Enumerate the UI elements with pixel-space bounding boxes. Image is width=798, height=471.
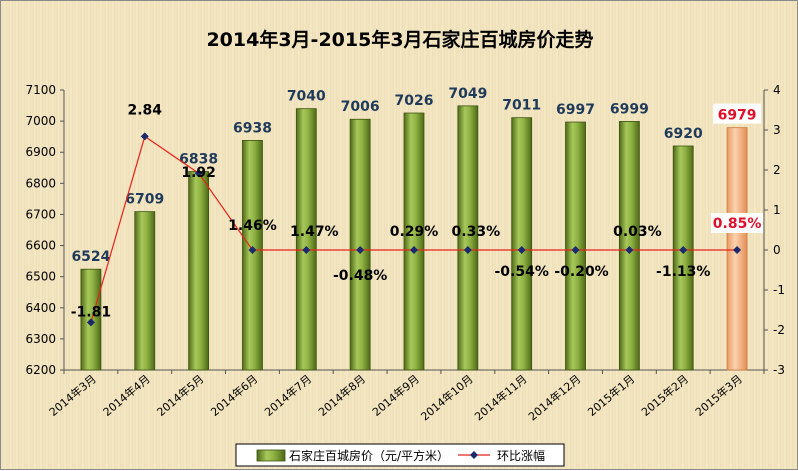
growth-point — [463, 246, 472, 254]
growth-point — [302, 246, 311, 254]
x-tick-label: 2015年3月 — [692, 372, 745, 419]
y-tick-label: 7100 — [25, 83, 56, 97]
bar-label-highlight-box — [713, 103, 762, 124]
y2-tick-label: 2 — [773, 163, 781, 177]
y-tick-label: 6200 — [25, 363, 56, 377]
y2-tick-label: -1 — [773, 283, 785, 297]
legend-line-marker — [470, 451, 478, 459]
growth-label-highlight-box — [711, 213, 764, 233]
x-tick-label: 2014年6月 — [208, 372, 261, 419]
bar — [349, 118, 371, 371]
bar-value-label: 7006 — [341, 99, 380, 115]
x-tick-label: 2014年8月 — [315, 372, 368, 419]
growth-value-label: 0.03% — [613, 224, 662, 240]
x-tick-label: 2015年1月 — [585, 372, 638, 419]
bar — [672, 145, 694, 371]
legend-line-label: 环比涨幅 — [497, 448, 545, 463]
bar-value-label: 6524 — [71, 249, 110, 265]
bar-value-label: 7011 — [502, 98, 541, 114]
y2-tick-label: 4 — [773, 83, 781, 97]
y-tick-label: 6900 — [25, 145, 56, 159]
bar-value-label: 6938 — [233, 120, 272, 136]
chart-title: 2014年3月-2015年3月石家庄百城房价走势 — [206, 28, 593, 51]
bar — [242, 139, 263, 371]
growth-point — [140, 132, 149, 141]
bar-value-label: 6920 — [664, 126, 703, 142]
x-tick-label: 2015年2月 — [638, 372, 691, 419]
growth-value-label: 0.85% — [713, 216, 762, 232]
y-tick-label: 6300 — [25, 332, 56, 346]
bar-labels: 6524 6709 6838 6938 7040 7006 7026 7049 7011 6997… — [71, 86, 762, 265]
growth-value-label: -1.13% — [656, 264, 710, 280]
bar-value-label: 6838 — [179, 152, 218, 168]
legend: 石家庄百城房价（元/平方米） 环比涨幅 — [235, 443, 565, 467]
growth-value-label: -0.20% — [554, 264, 608, 280]
growth-value-label: 0.29% — [390, 224, 439, 240]
growth-point — [679, 246, 688, 254]
y-tick-label: 6700 — [25, 207, 56, 221]
x-tick-label: 2014年11月 — [472, 372, 530, 424]
y-tick-label: 6400 — [25, 301, 56, 315]
growth-point — [733, 246, 742, 254]
y2-tick-label: 1 — [773, 203, 781, 217]
bar — [134, 211, 156, 371]
bar — [511, 117, 533, 371]
x-tick-label: 2014年7月 — [262, 372, 315, 419]
x-tick-label: 2014年12月 — [525, 372, 583, 424]
y2-tick-label: -2 — [773, 323, 785, 337]
growth-value-label: 2.84 — [127, 102, 162, 118]
growth-labels: -1.81 2.84 1.92 1.46% 1.47% -0.48% 0.29% 0.33% -… — [71, 102, 764, 320]
growth-value-label: -0.48% — [333, 268, 387, 284]
growth-point — [86, 318, 95, 327]
legend-box — [235, 443, 565, 467]
bar-value-label: 6997 — [556, 102, 595, 118]
y-tick-label: 7000 — [25, 114, 56, 128]
y2-tick-label: 3 — [773, 123, 781, 137]
growth-point — [410, 246, 418, 254]
bar-value-label: 7049 — [448, 86, 487, 102]
x-tick-label: 2014年10月 — [418, 372, 476, 424]
bar-value-label: 6709 — [125, 192, 164, 208]
x-tick-label: 2014年4月 — [100, 372, 153, 419]
growth-point — [248, 246, 257, 254]
bar — [457, 105, 479, 371]
growth-point — [517, 246, 526, 254]
growth-value-label: 1.92 — [181, 165, 216, 181]
growth-value-label: 1.47% — [290, 224, 339, 240]
bars — [80, 105, 748, 371]
bar — [618, 121, 640, 371]
bar — [188, 171, 210, 371]
bar — [403, 112, 425, 371]
bar-value-label: 6999 — [610, 101, 649, 117]
growth-line — [86, 132, 742, 327]
growth-value-label: -0.54% — [494, 264, 548, 280]
legend-bar-swatch — [256, 449, 286, 462]
growth-value-label: 1.46% — [228, 218, 277, 234]
y-tick-label: 6600 — [25, 239, 56, 253]
bar — [295, 108, 317, 371]
x-tick-label: 2014年5月 — [154, 372, 207, 419]
y-tick-label: 6800 — [25, 176, 56, 190]
growth-point — [194, 169, 203, 178]
y2-tick-label: 0 — [773, 243, 781, 257]
bar-value-label: 7026 — [395, 93, 434, 109]
growth-value-label: -1.81 — [71, 304, 111, 320]
growth-point — [571, 246, 580, 254]
legend-bar-label: 石家庄百城房价（元/平方米） — [289, 448, 449, 463]
x-tick-labels: 2014年3月 2014年4月 2014年5月 2014年6月 2014年7月 2014年… — [46, 372, 745, 424]
y-tick-label: 6500 — [25, 270, 56, 284]
growth-value-label: 0.33% — [452, 224, 501, 240]
axes: 6200 6300 6400 6500 6600 6700 6800 6900 7000 7100… — [25, 83, 785, 377]
x-tick-label: 2014年9月 — [369, 372, 422, 419]
y2-tick-label: -3 — [773, 363, 785, 377]
growth-point — [625, 246, 634, 254]
growth-point — [356, 246, 365, 254]
bar-value-label: 6979 — [718, 108, 757, 124]
x-tick-label: 2014年3月 — [46, 372, 99, 419]
bar-value-label: 7040 — [287, 89, 326, 105]
